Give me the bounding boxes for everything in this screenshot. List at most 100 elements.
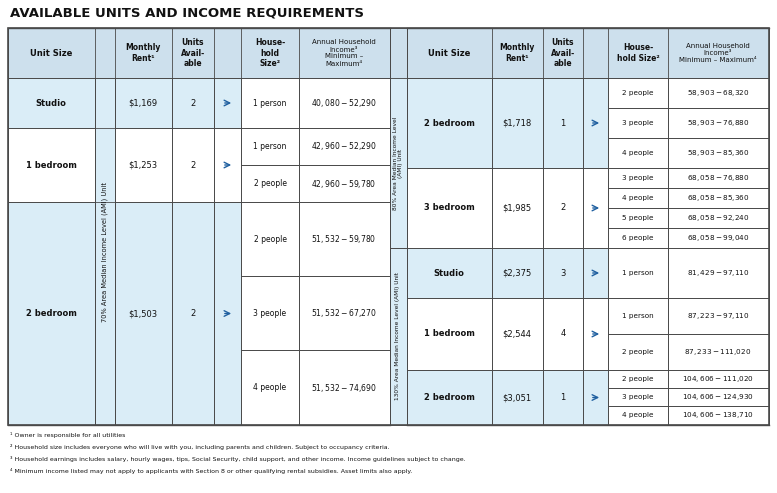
Bar <box>115 78 172 128</box>
Text: $2,375: $2,375 <box>503 269 531 278</box>
Bar <box>241 350 299 425</box>
Text: $51,532 - $74,690: $51,532 - $74,690 <box>311 382 377 393</box>
Text: $58,903 - $85,360: $58,903 - $85,360 <box>687 148 749 158</box>
Text: 3 people: 3 people <box>622 120 653 126</box>
Bar <box>608 108 668 138</box>
Bar <box>390 78 407 248</box>
Text: 70% Area Median Income Level (AMI) Unit: 70% Area Median Income Level (AMI) Unit <box>102 181 108 321</box>
Bar <box>608 334 668 370</box>
Bar <box>8 202 95 425</box>
Bar <box>492 298 543 370</box>
Bar <box>668 334 769 370</box>
Bar <box>241 202 299 276</box>
Bar <box>115 202 172 425</box>
Bar <box>668 168 769 188</box>
Text: $2,544: $2,544 <box>503 329 531 339</box>
Bar <box>668 108 769 138</box>
Text: 4 people: 4 people <box>622 413 653 419</box>
Bar <box>668 228 769 248</box>
Text: 130% Area Median Income Level (AMI) Unit: 130% Area Median Income Level (AMI) Unit <box>395 273 400 400</box>
Bar <box>492 248 543 298</box>
Bar <box>241 276 299 350</box>
Bar <box>241 78 299 128</box>
Text: $42,960 - $52,290: $42,960 - $52,290 <box>312 141 377 152</box>
Bar <box>608 208 668 228</box>
Text: $68,058 - $85,360: $68,058 - $85,360 <box>687 193 749 203</box>
Text: $104,606 - $138,710: $104,606 - $138,710 <box>682 411 754 421</box>
Text: $68,058 - $92,240: $68,058 - $92,240 <box>687 213 749 223</box>
Bar <box>492 370 543 425</box>
Text: 1: 1 <box>560 393 566 402</box>
Bar <box>543 248 583 298</box>
Bar <box>608 370 668 388</box>
Text: 2 people: 2 people <box>622 349 653 355</box>
Text: Annual Household
Income³
Minimum – Maximum⁴: Annual Household Income³ Minimum – Maxim… <box>679 43 757 63</box>
Text: $1,503: $1,503 <box>128 309 158 318</box>
Bar <box>668 78 769 108</box>
Text: 2 people: 2 people <box>253 179 287 188</box>
Bar <box>8 28 390 78</box>
Text: 4 people: 4 people <box>622 195 653 201</box>
Bar <box>390 28 407 78</box>
Text: 2 people: 2 people <box>622 90 653 96</box>
Bar <box>583 78 608 168</box>
Bar <box>407 168 492 248</box>
Bar <box>299 165 390 202</box>
Bar <box>95 78 115 425</box>
Text: 2: 2 <box>190 309 196 318</box>
Bar <box>214 78 241 128</box>
Bar <box>115 128 172 202</box>
Bar <box>668 298 769 334</box>
Bar <box>583 248 608 298</box>
Text: Unit Size: Unit Size <box>428 48 470 58</box>
Text: 2: 2 <box>560 204 566 212</box>
Text: 1 bedroom: 1 bedroom <box>423 329 475 339</box>
Text: 2 bedroom: 2 bedroom <box>423 393 475 402</box>
Bar <box>407 370 492 425</box>
Text: 1: 1 <box>560 118 566 128</box>
Text: 1 bedroom: 1 bedroom <box>26 161 76 170</box>
Text: 2 bedroom: 2 bedroom <box>26 309 76 318</box>
Text: House-
hold Size²: House- hold Size² <box>617 43 660 63</box>
Bar <box>299 202 390 276</box>
Bar <box>543 370 583 425</box>
Bar <box>172 202 214 425</box>
Text: 3: 3 <box>560 269 566 278</box>
Text: $40,080 - $52,290: $40,080 - $52,290 <box>312 97 377 109</box>
Text: 6 people: 6 people <box>622 235 653 241</box>
Text: 80% Area Median Income Level
(AMI) Unit: 80% Area Median Income Level (AMI) Unit <box>392 116 403 210</box>
Bar <box>407 78 492 168</box>
Bar <box>8 28 769 425</box>
Bar <box>407 248 492 298</box>
Bar <box>668 370 769 388</box>
Bar <box>608 388 668 406</box>
Bar <box>407 28 769 78</box>
Bar <box>668 406 769 425</box>
Text: $68,058 - $99,040: $68,058 - $99,040 <box>687 233 749 243</box>
Text: Studio: Studio <box>36 99 67 107</box>
Text: Units
Avail-
able: Units Avail- able <box>181 38 205 68</box>
Text: 4 people: 4 people <box>622 150 653 156</box>
Text: $1,169: $1,169 <box>128 99 158 107</box>
Bar <box>172 78 214 128</box>
Text: $104,606 - $124,930: $104,606 - $124,930 <box>682 392 754 402</box>
Text: 3 people: 3 people <box>622 175 653 181</box>
Text: AVAILABLE UNITS AND INCOME REQUIREMENTS: AVAILABLE UNITS AND INCOME REQUIREMENTS <box>10 6 364 19</box>
Bar <box>608 248 668 298</box>
Text: $58,903 - $68,320: $58,903 - $68,320 <box>687 88 749 98</box>
Text: $1,718: $1,718 <box>503 118 531 128</box>
Bar <box>668 188 769 208</box>
Bar <box>608 138 668 168</box>
Text: $3,051: $3,051 <box>503 393 531 402</box>
Text: $1,253: $1,253 <box>128 161 158 170</box>
Bar <box>241 128 299 165</box>
Text: Studio: Studio <box>434 269 465 278</box>
Text: Annual Household
Income³
Minimum –
Maximum⁴: Annual Household Income³ Minimum – Maxim… <box>312 39 376 67</box>
Bar <box>299 350 390 425</box>
Text: 1 person: 1 person <box>622 313 653 319</box>
Bar <box>214 128 241 202</box>
Bar <box>668 208 769 228</box>
Text: Units
Avail-
able: Units Avail- able <box>551 38 575 68</box>
Bar <box>390 248 407 425</box>
Text: 2 people: 2 people <box>622 376 653 382</box>
